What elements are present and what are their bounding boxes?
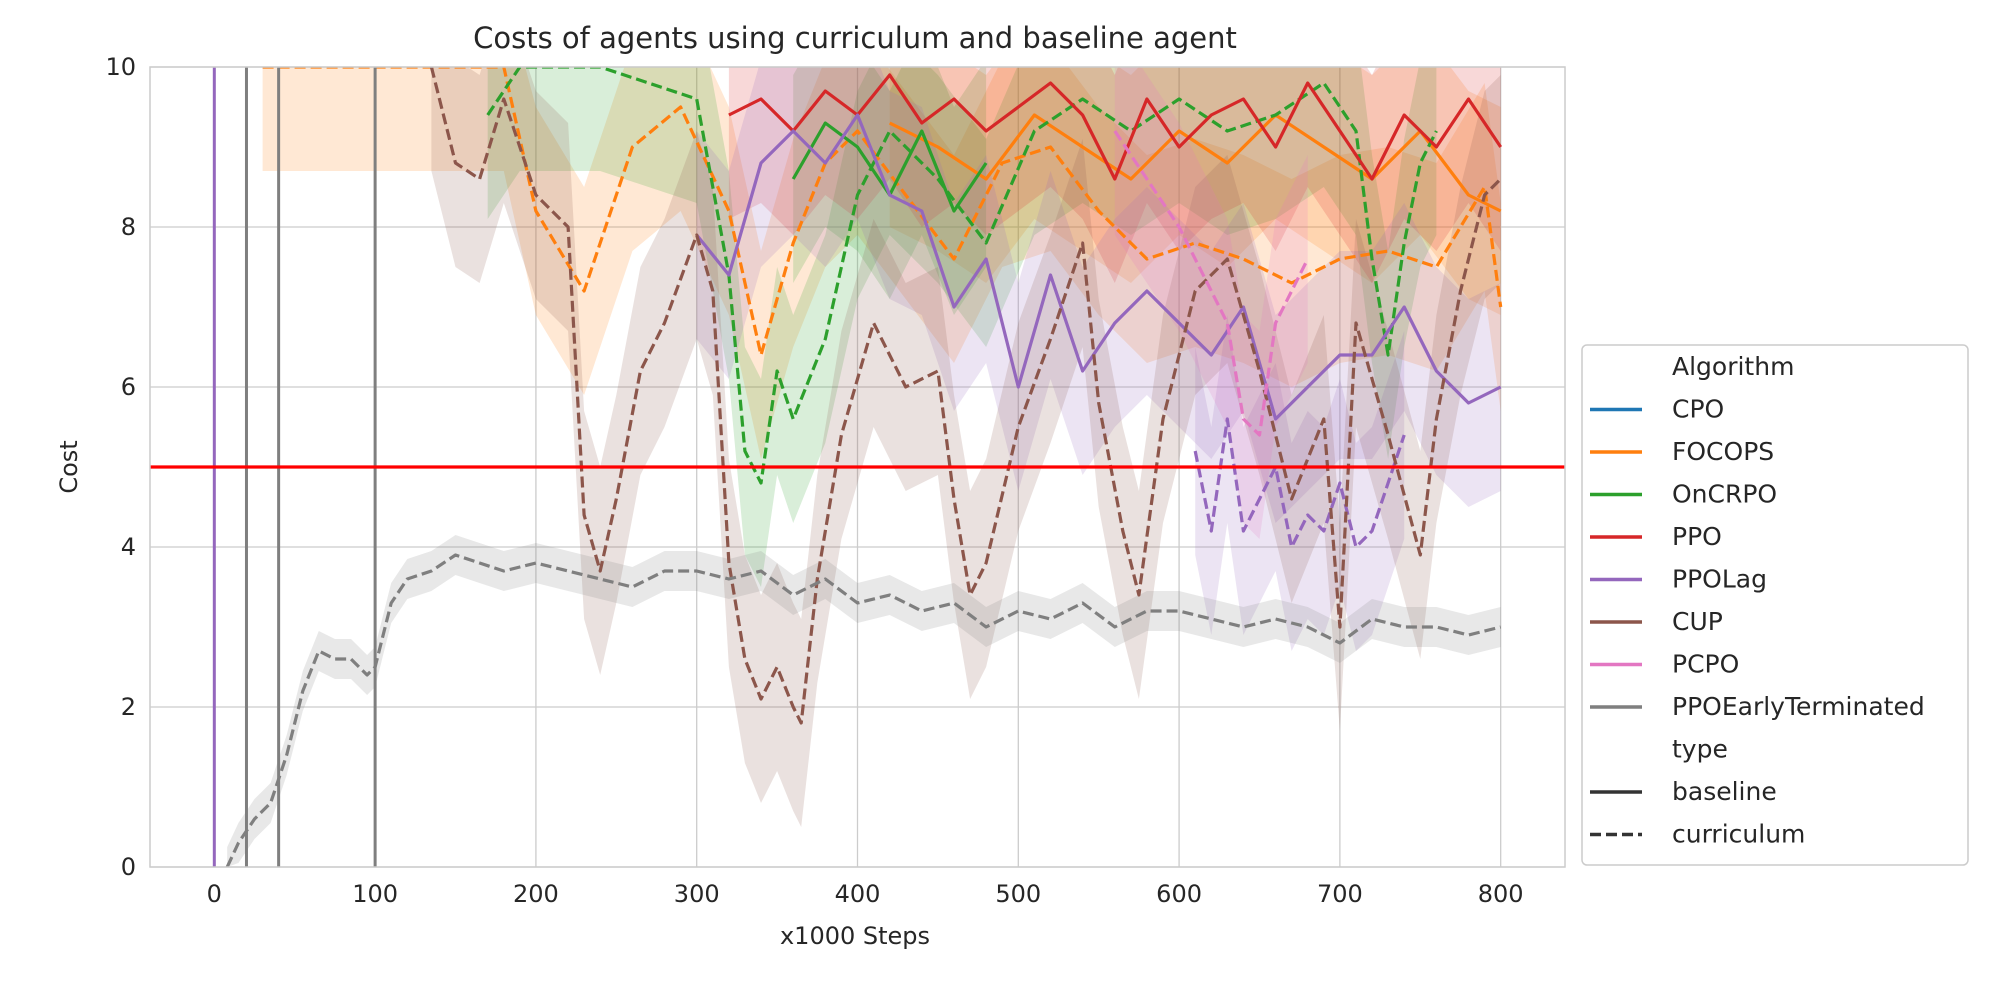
band-oncrpo-curriculum [487,67,1437,587]
x-tick-label: 600 [1156,880,1202,908]
line-ppolag-curriculum [1193,417,1406,549]
x-tick-label: 0 [207,880,222,908]
legend: Algorithm CPO FOCOPS OnCRPO PPO PPOLag CUP PCPO… [1581,344,1969,866]
legend-label-baseline: baseline [1672,777,1777,806]
x-tick-label: 300 [674,880,720,908]
line-focops-curriculum [262,67,1503,357]
legend-label-oncrpo: OnCRPO [1672,480,1777,509]
legend-title-algorithm: Algorithm [1672,352,1794,381]
legend-label-ppoearlyterminated: PPOEarlyTerminated [1672,692,1925,721]
axes: 0 100 200 300 400 500 600 700 800 0 2 4 6 8 10 [105,53,1566,908]
x-tick-label: 700 [1317,880,1363,908]
x-axis-label: x1000 Steps [780,922,930,950]
band-pcpo-curriculum [1114,67,1308,539]
legend-label-pcpo: PCPO [1672,650,1739,679]
series-lines [150,67,1565,867]
y-axis-label: Cost [55,440,83,493]
band-focops-baseline [889,67,1501,315]
x-tick-label: 400 [835,880,881,908]
y-tick-label: 8 [121,213,136,241]
x-tick-label: 500 [995,880,1041,908]
line-focops-baseline [888,113,1502,213]
x-tick-label: 200 [513,880,559,908]
line-ppoearlyterminated-curriculum [225,553,1502,867]
legend-label-curriculum: curriculum [1672,820,1805,849]
legend-label-cup: CUP [1672,607,1723,636]
legend-label-cpo: CPO [1672,395,1724,424]
plot-frame [149,66,1566,868]
legend-label-ppo: PPO [1672,522,1722,551]
line-cup-curriculum [429,67,1502,725]
band-ppoearlyterminated-curriculum [227,535,1501,867]
legend-box [1581,344,1969,866]
legend-title-type: type [1672,735,1728,764]
y-tick-label: 6 [121,373,136,401]
x-tick-label: 100 [352,880,398,908]
line-oncrpo-curriculum [486,67,1438,485]
y-tick-label: 10 [105,53,136,81]
band-focops-curriculum [262,67,1501,459]
y-tick-label: 0 [121,853,136,881]
x-tick-label: 800 [1478,880,1524,908]
y-tick-label: 2 [121,693,136,721]
legend-label-ppolag: PPOLag [1672,565,1767,594]
line-pcpo-curriculum [1113,130,1310,437]
legend-label-focops: FOCOPS [1672,437,1774,466]
chart-title: Costs of agents using curriculum and bas… [473,21,1237,55]
y-tick-label: 4 [121,533,136,561]
